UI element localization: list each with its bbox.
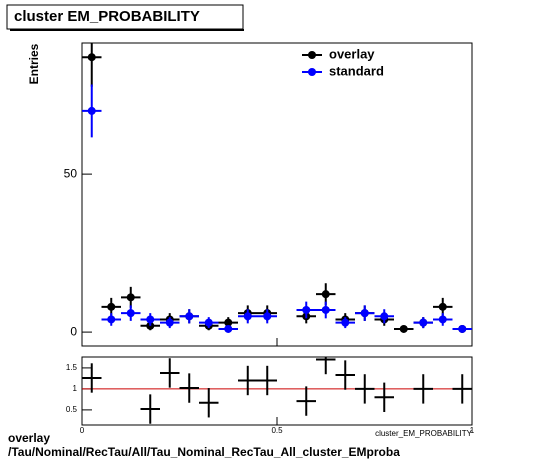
y-axis-label: Entries: [27, 43, 41, 84]
data-point: [160, 358, 180, 388]
data-point: [296, 301, 316, 319]
data-point: [413, 374, 433, 404]
note: /Tau/Nominal/RecTau/All/Tau_Nominal_RecT…: [8, 445, 400, 459]
data-point: [296, 386, 316, 416]
data-point: [82, 363, 102, 393]
data-point: [179, 309, 199, 324]
data-point: [452, 324, 472, 333]
title-box: [6, 4, 244, 30]
plot-frame: [81, 42, 473, 347]
data-point: [374, 309, 394, 324]
data-point: [413, 317, 433, 329]
data-point: [257, 309, 277, 324]
x-tick-label: 0: [80, 426, 85, 435]
data-point: [316, 283, 336, 306]
data-point: [218, 324, 238, 333]
data-point: [394, 324, 414, 333]
data-point: [335, 317, 355, 329]
data-point: [374, 382, 394, 412]
data-point: [238, 309, 258, 324]
y-tick-label: 0.5: [66, 405, 78, 414]
x-tick-label: 0.5: [271, 426, 283, 435]
y-tick-label: 1.5: [66, 363, 78, 372]
data-point: [452, 374, 472, 404]
data-point: [101, 313, 121, 326]
y-tick-label: 1: [73, 384, 78, 393]
data-point: [433, 297, 453, 316]
x-tick-label: 1: [470, 426, 475, 435]
data-point: [257, 365, 277, 396]
legend-marker: [308, 68, 316, 76]
data-point: [355, 305, 375, 321]
plot-frame: [81, 356, 473, 426]
data-point: [140, 394, 160, 424]
data-point: [121, 305, 141, 321]
data-point: [121, 286, 141, 308]
data-point: [355, 374, 375, 404]
legend-label: overlay: [329, 46, 375, 61]
data-point: [335, 360, 355, 390]
data-point: [82, 84, 102, 138]
data-point: [199, 388, 219, 418]
legend-marker: [308, 51, 316, 59]
legend-label: standard: [329, 63, 384, 78]
data-point: [160, 317, 180, 329]
data-point: [179, 373, 199, 403]
data-point: [316, 301, 336, 319]
data-point: [199, 317, 219, 329]
y-tick-label: 0: [70, 324, 77, 338]
data-point: [101, 297, 121, 316]
data-point: [316, 357, 336, 375]
data-point: [433, 313, 453, 326]
x-axis-label: cluster_EM_PROBABILITY: [375, 429, 473, 438]
chart-title: cluster EM_PROBABILITY: [14, 8, 200, 25]
note: overlay: [8, 431, 50, 445]
data-point: [140, 313, 160, 326]
data-point: [82, 43, 102, 87]
data-point: [238, 365, 258, 396]
y-tick-label: 50: [64, 166, 78, 180]
